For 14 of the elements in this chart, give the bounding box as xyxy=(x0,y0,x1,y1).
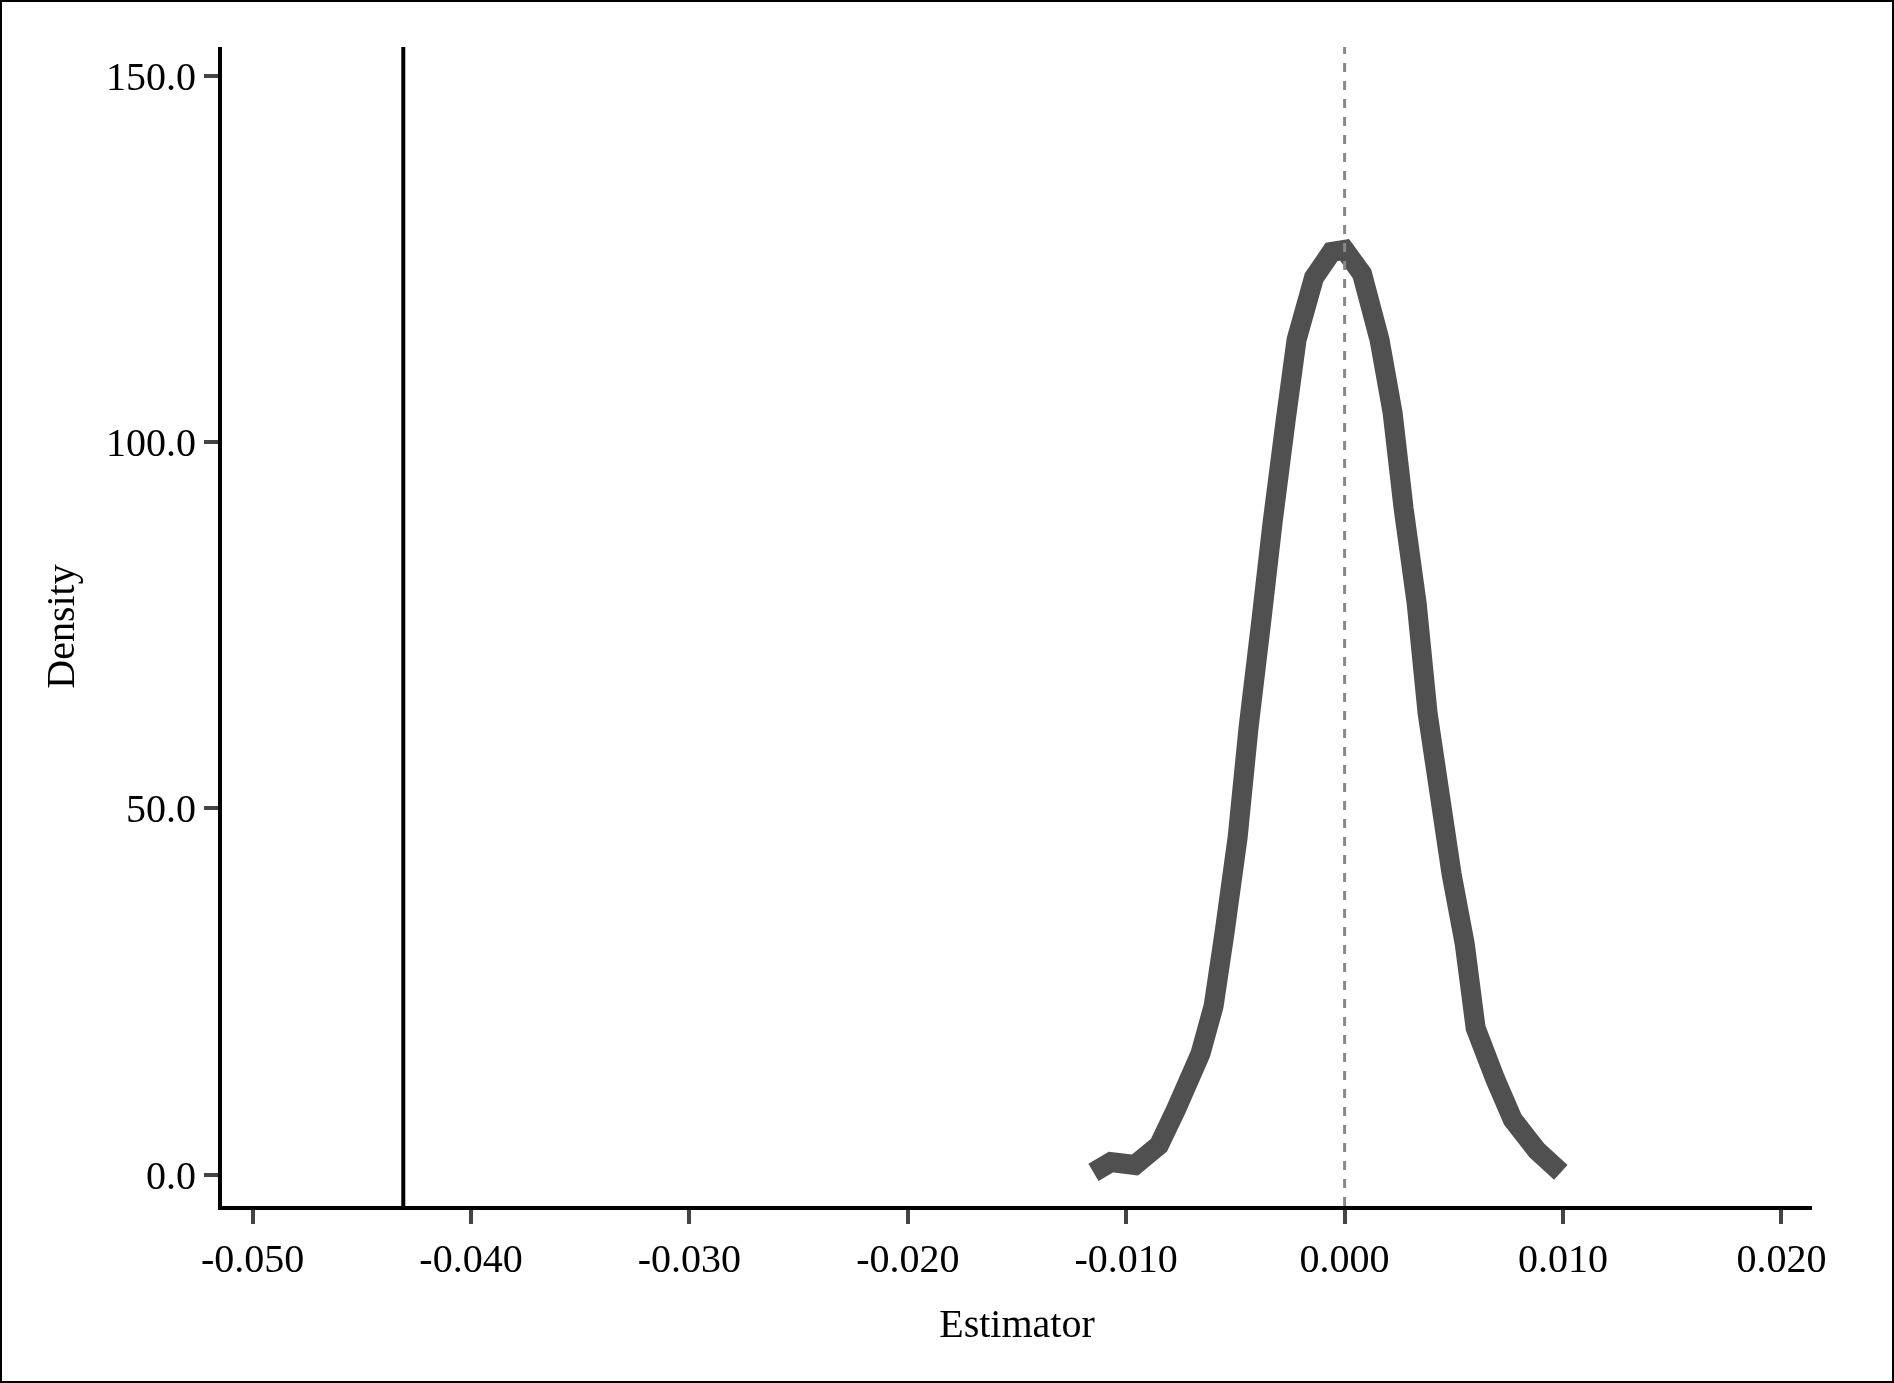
y-tick-label: 50.0 xyxy=(126,786,196,832)
y-tick-label: 100.0 xyxy=(106,420,196,466)
x-tick-label: 0.020 xyxy=(1736,1236,1827,1281)
y-tick-label: 150.0 xyxy=(106,54,196,100)
x-tick-label: -0.050 xyxy=(200,1236,305,1281)
x-tick-label: -0.010 xyxy=(1074,1236,1178,1281)
x-tick-label: 0.010 xyxy=(1518,1236,1609,1281)
x-tick-label: 0.000 xyxy=(1299,1236,1390,1281)
x-tick-label: -0.020 xyxy=(856,1236,960,1281)
x-tick-label: -0.040 xyxy=(419,1236,523,1281)
y-tick-label: 0.0 xyxy=(146,1152,196,1198)
x-axis-title: Estimator xyxy=(939,1301,1095,1346)
y-axis-title: Density xyxy=(38,564,83,689)
x-tick-label: -0.030 xyxy=(637,1236,742,1281)
